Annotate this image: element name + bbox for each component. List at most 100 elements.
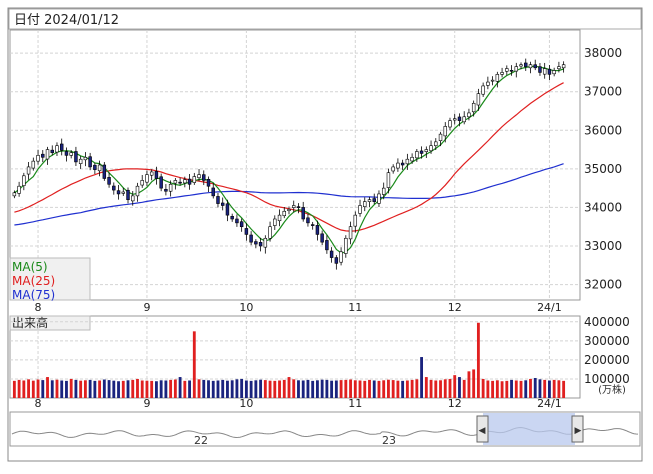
volume-bar	[420, 357, 424, 398]
volume-bar	[349, 379, 352, 398]
volume-y-tick-label: 400000	[584, 315, 630, 329]
price-y-tick-label: 33000	[584, 239, 622, 253]
candle-down	[296, 206, 301, 208]
candle-up	[273, 218, 277, 226]
volume-bar	[140, 380, 144, 398]
candle-up	[476, 93, 481, 106]
left-arrow-icon: ◀	[479, 426, 486, 436]
volume-bar	[429, 379, 433, 398]
candle-down	[154, 171, 159, 179]
candle-down	[419, 150, 424, 154]
candle-up	[12, 192, 17, 197]
volume-bar	[46, 377, 49, 398]
volume-x-tick-label: 9	[143, 397, 150, 410]
candle-down	[400, 162, 405, 166]
volume-bar	[188, 380, 191, 398]
candle-down	[216, 196, 220, 204]
navigator-selection[interactable]	[483, 413, 575, 445]
volume-bar	[301, 380, 305, 398]
volume-bar	[221, 379, 225, 398]
candle-up	[83, 156, 88, 161]
volume-bar	[491, 380, 495, 398]
volume-bar	[529, 378, 532, 398]
volume-x-tick-label: 12	[448, 397, 462, 410]
navigator-right-handle[interactable]	[571, 415, 584, 443]
volume-bar	[50, 380, 54, 398]
volume-bar	[263, 380, 267, 398]
volume-bar	[74, 379, 78, 398]
volume-bar	[476, 322, 480, 398]
candle-down	[235, 218, 239, 224]
candle-down	[254, 241, 258, 245]
volume-bar	[192, 331, 196, 398]
candle-up	[78, 158, 83, 164]
candle-down	[306, 217, 310, 224]
volume-x-tick-label: 24/1	[537, 397, 562, 410]
candle-up	[192, 176, 197, 183]
volume-bar	[27, 379, 30, 398]
candle-up	[528, 64, 533, 69]
navigator-tick-22: 22	[194, 434, 208, 447]
navigator-left-handle[interactable]	[476, 415, 489, 443]
volume-bar	[434, 380, 438, 398]
volume-bar	[330, 380, 334, 398]
volume-bar	[557, 380, 561, 398]
volume-bar	[495, 380, 499, 398]
volume-bar	[31, 380, 35, 398]
candle-down	[524, 62, 528, 67]
candle-up	[55, 145, 59, 153]
candle-down	[41, 153, 45, 158]
candle-up	[22, 175, 26, 186]
volume-bar	[17, 379, 21, 398]
candle-up	[183, 179, 187, 184]
volume-bar	[443, 379, 447, 398]
volume-bar	[22, 380, 26, 398]
candle-down	[320, 233, 324, 243]
volume-bar	[202, 379, 206, 398]
volume-bar	[368, 379, 371, 398]
candle-up	[415, 151, 419, 159]
volume-bar	[207, 380, 210, 398]
volume-bar	[268, 380, 272, 398]
candle-up	[344, 237, 348, 254]
candle-up	[448, 120, 452, 128]
candle-down	[301, 207, 305, 220]
candle-down	[202, 174, 206, 181]
candle-down	[509, 70, 514, 72]
candle-up	[140, 180, 144, 186]
candle-up	[410, 156, 414, 162]
volume-bar	[334, 380, 338, 398]
candle-up	[339, 251, 343, 263]
candle-up	[396, 162, 400, 169]
volume-bar	[562, 380, 566, 398]
range-navigator[interactable]: ◀ ▶ 22 23	[9, 411, 641, 447]
volume-bar	[107, 380, 111, 398]
volume-bar	[467, 371, 471, 398]
volume-bar	[197, 379, 201, 398]
volume-bar	[216, 380, 220, 398]
volume-bar	[481, 378, 485, 398]
volume-bar	[514, 380, 518, 398]
volume-bar	[98, 380, 102, 398]
volume-bar	[410, 379, 414, 398]
price-y-tick-label: 34000	[584, 200, 622, 214]
volume-bar	[121, 380, 125, 398]
candle-down	[50, 149, 54, 153]
candle-up	[358, 205, 362, 214]
volume-bar	[391, 380, 395, 398]
volume-bar	[486, 380, 490, 398]
volume-bar	[230, 380, 234, 398]
candle-up	[97, 164, 102, 172]
candle-up	[45, 149, 50, 160]
ma75-line	[14, 163, 564, 226]
volume-bars	[12, 322, 566, 398]
volume-bar	[311, 380, 315, 398]
volume-bar	[249, 380, 253, 398]
candle-up	[438, 133, 443, 141]
price-x-tick-label: 12	[448, 301, 462, 314]
volume-bar	[462, 379, 466, 398]
navigator-tick-23: 23	[382, 434, 396, 447]
volume-bar	[259, 379, 263, 398]
price-x-tick-label: 10	[239, 301, 253, 314]
volume-bar	[69, 378, 73, 398]
